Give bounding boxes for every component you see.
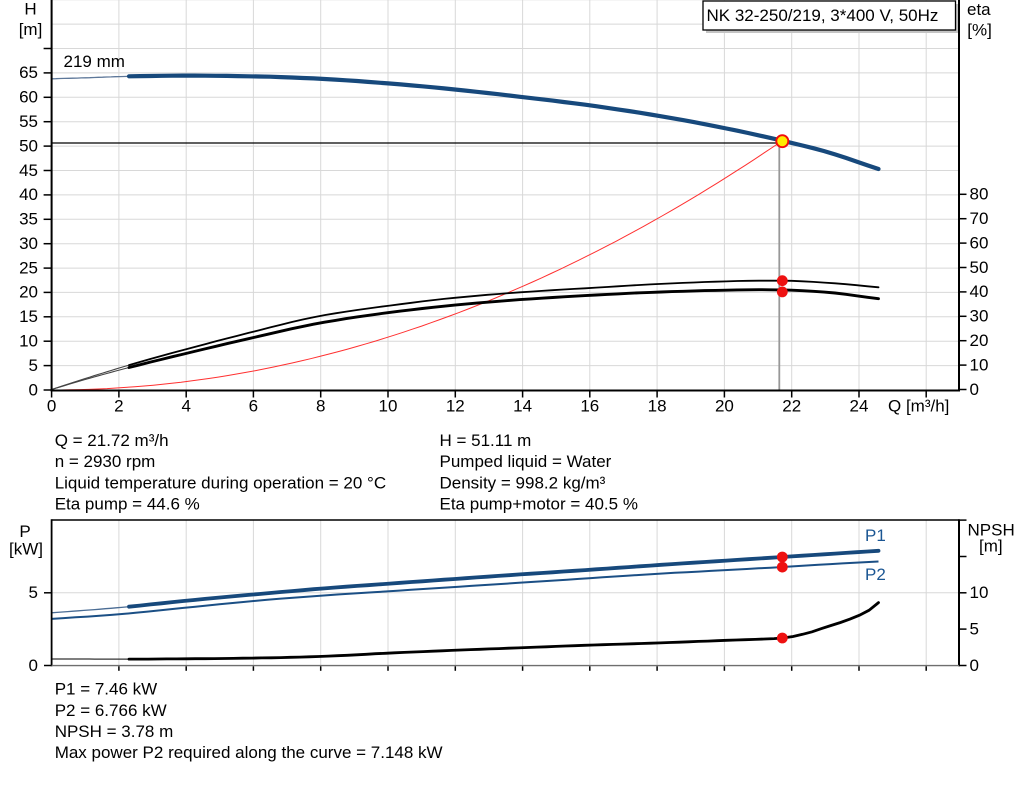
- svg-text:30: 30: [970, 307, 989, 326]
- svg-text:20: 20: [970, 331, 989, 350]
- svg-text:80: 80: [970, 185, 989, 204]
- svg-text:0: 0: [970, 656, 979, 675]
- svg-text:[%]: [%]: [967, 21, 992, 40]
- svg-text:50: 50: [970, 258, 989, 277]
- svg-text:70: 70: [970, 209, 989, 228]
- svg-text:[m]: [m]: [19, 20, 43, 39]
- svg-text:40: 40: [970, 282, 989, 301]
- svg-text:219 mm: 219 mm: [64, 52, 125, 71]
- svg-text:25: 25: [19, 258, 38, 277]
- svg-text:P2 = 6.766 kW: P2 = 6.766 kW: [55, 701, 167, 720]
- svg-text:NPSH = 3.78 m: NPSH = 3.78 m: [55, 722, 174, 741]
- svg-text:16: 16: [580, 396, 599, 415]
- svg-text:60: 60: [19, 88, 38, 107]
- svg-text:45: 45: [19, 161, 38, 180]
- svg-text:Eta pump = 44.6 %: Eta pump = 44.6 %: [55, 495, 200, 514]
- svg-text:0: 0: [47, 396, 56, 415]
- svg-text:[m]: [m]: [979, 537, 1003, 556]
- svg-text:5: 5: [970, 619, 979, 638]
- svg-text:10: 10: [970, 355, 989, 374]
- svg-text:P1: P1: [865, 526, 886, 545]
- svg-text:24: 24: [850, 396, 869, 415]
- svg-text:0: 0: [29, 656, 38, 675]
- svg-text:Q [m³/h]: Q [m³/h]: [888, 396, 949, 415]
- svg-text:Max power P2 required along th: Max power P2 required along the curve = …: [55, 743, 443, 762]
- svg-text:[kW]: [kW]: [9, 540, 43, 559]
- svg-text:50: 50: [19, 136, 38, 155]
- svg-text:60: 60: [970, 233, 989, 252]
- svg-text:40: 40: [19, 185, 38, 204]
- svg-text:Q = 21.72 m³/h: Q = 21.72 m³/h: [55, 431, 169, 450]
- svg-text:65: 65: [19, 63, 38, 82]
- svg-text:20: 20: [19, 283, 38, 302]
- svg-text:10: 10: [970, 583, 989, 602]
- svg-text:Eta pump+motor = 40.5 %: Eta pump+motor = 40.5 %: [440, 495, 638, 514]
- svg-text:6: 6: [249, 396, 258, 415]
- svg-text:NPSH: NPSH: [968, 521, 1015, 540]
- svg-text:eta: eta: [967, 0, 991, 19]
- svg-text:8: 8: [316, 396, 325, 415]
- svg-text:0: 0: [29, 380, 38, 399]
- svg-text:H = 51.11 m: H = 51.11 m: [440, 431, 532, 450]
- svg-text:0: 0: [970, 380, 979, 399]
- svg-text:H: H: [24, 0, 36, 19]
- svg-text:Density = 998.2 kg/m³: Density = 998.2 kg/m³: [440, 473, 606, 492]
- svg-text:35: 35: [19, 210, 38, 229]
- svg-text:20: 20: [715, 396, 734, 415]
- svg-text:n = 2930 rpm: n = 2930 rpm: [55, 452, 156, 471]
- svg-text:Liquid temperature during oper: Liquid temperature during operation = 20…: [55, 473, 386, 492]
- svg-text:P2: P2: [865, 565, 886, 584]
- svg-text:30: 30: [19, 234, 38, 253]
- svg-text:15: 15: [19, 307, 38, 326]
- svg-text:P1 = 7.46 kW: P1 = 7.46 kW: [55, 680, 158, 699]
- svg-text:4: 4: [181, 396, 190, 415]
- svg-text:14: 14: [513, 396, 532, 415]
- svg-text:10: 10: [19, 332, 38, 351]
- svg-text:12: 12: [446, 396, 465, 415]
- svg-text:18: 18: [648, 396, 667, 415]
- svg-text:P: P: [19, 522, 30, 541]
- svg-text:22: 22: [782, 396, 801, 415]
- svg-text:55: 55: [19, 112, 38, 131]
- svg-text:5: 5: [29, 583, 38, 602]
- svg-text:10: 10: [379, 396, 398, 415]
- svg-text:2: 2: [114, 396, 123, 415]
- svg-text:Pumped liquid = Water: Pumped liquid = Water: [440, 452, 612, 471]
- svg-text:NK 32-250/219, 3*400 V, 50Hz: NK 32-250/219, 3*400 V, 50Hz: [707, 6, 939, 25]
- svg-text:5: 5: [29, 356, 38, 375]
